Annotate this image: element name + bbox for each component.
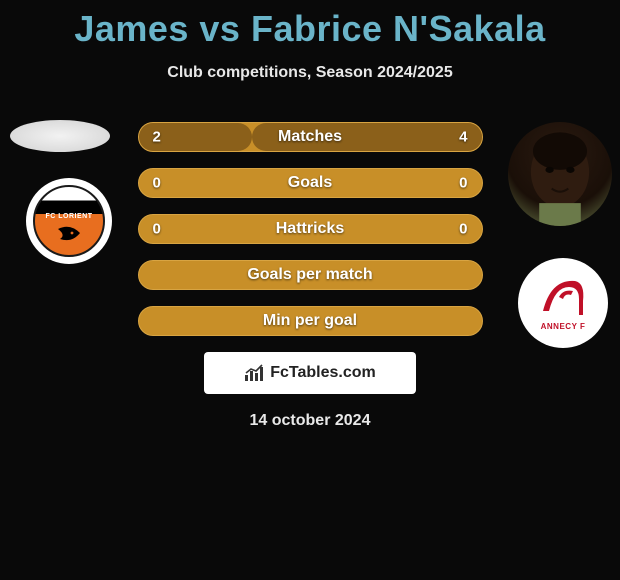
- comparison-table: 2 4 Matches 0 0 Goals 0 0 Hattricks Goals per mat…: [0, 122, 620, 336]
- brand-text: FcTables.com: [270, 364, 376, 382]
- brand-box: FcTables.com: [204, 352, 416, 394]
- stat-left-value: 0: [153, 221, 161, 238]
- stat-row: 0 0 Hattricks: [138, 214, 483, 244]
- stat-right-value: 0: [459, 175, 467, 192]
- stat-row: 0 0 Goals: [138, 168, 483, 198]
- page-title: James vs Fabrice N'Sakala: [0, 0, 620, 50]
- subtitle: Club competitions, Season 2024/2025: [0, 64, 620, 82]
- stat-label: Goals per match: [247, 266, 372, 284]
- stat-right-value: 0: [459, 221, 467, 238]
- stat-right-value: 4: [459, 129, 467, 146]
- chart-icon: [244, 364, 266, 382]
- stat-label: Min per goal: [263, 312, 357, 330]
- stat-left-value: 0: [153, 175, 161, 192]
- stat-left-value: 2: [153, 129, 161, 146]
- stat-row: 2 4 Matches: [138, 122, 483, 152]
- stat-label: Matches: [278, 128, 342, 146]
- date-label: 14 october 2024: [0, 412, 620, 430]
- stat-label: Goals: [288, 174, 332, 192]
- stat-row: Goals per match: [138, 260, 483, 290]
- stat-label: Hattricks: [276, 220, 344, 238]
- stat-row: Min per goal: [138, 306, 483, 336]
